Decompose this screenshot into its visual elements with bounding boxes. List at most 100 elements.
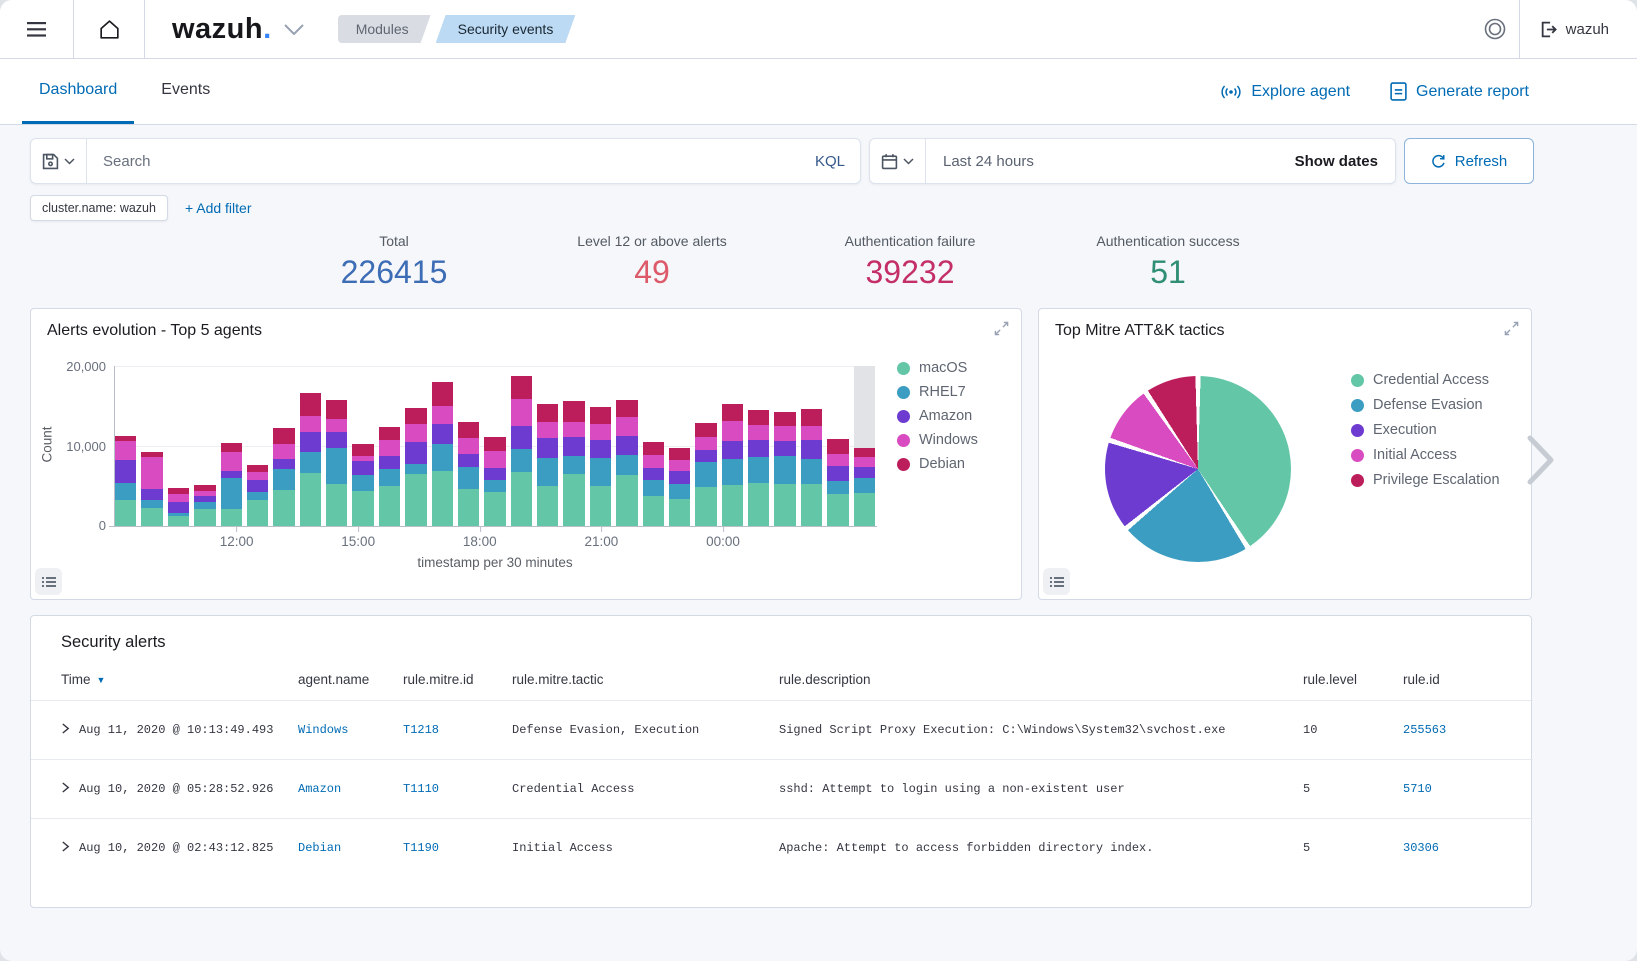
bar-bucket[interactable] bbox=[695, 366, 716, 526]
tab-events[interactable]: Events bbox=[144, 59, 227, 124]
legend-item[interactable]: RHEL7 bbox=[897, 384, 978, 400]
bar-segment-Debian bbox=[300, 393, 321, 415]
column-header-rule.mitre.id[interactable]: rule.mitre.id bbox=[395, 664, 504, 701]
agent-link[interactable]: Amazon bbox=[298, 782, 341, 796]
mitre-pie-chart[interactable] bbox=[1105, 376, 1291, 562]
legend-item[interactable]: Windows bbox=[897, 432, 978, 448]
rule-id-link[interactable]: 255563 bbox=[1403, 723, 1446, 737]
logo-chevron-down-icon[interactable] bbox=[284, 24, 304, 35]
bar-segment-Windows bbox=[247, 472, 268, 481]
bar-bucket[interactable] bbox=[405, 366, 426, 526]
bar-bucket[interactable] bbox=[748, 366, 769, 526]
bar-bucket[interactable] bbox=[273, 366, 294, 526]
bar-bucket[interactable] bbox=[643, 366, 664, 526]
bar-bucket[interactable] bbox=[563, 366, 584, 526]
bar-bucket[interactable] bbox=[669, 366, 690, 526]
column-header-rule.mitre.tactic[interactable]: rule.mitre.tactic bbox=[504, 664, 771, 701]
bar-bucket[interactable] bbox=[115, 366, 136, 526]
bar-bucket[interactable] bbox=[352, 366, 373, 526]
mitre-id-link[interactable]: T1110 bbox=[403, 782, 439, 796]
bar-bucket[interactable] bbox=[300, 366, 321, 526]
bar-bucket[interactable] bbox=[854, 366, 875, 526]
time-range-value[interactable]: Last 24 hours bbox=[926, 153, 1034, 170]
column-header-agent.name[interactable]: agent.name bbox=[290, 664, 395, 701]
search-input[interactable] bbox=[87, 139, 815, 183]
refresh-button[interactable]: Refresh bbox=[1404, 138, 1534, 184]
bar-bucket[interactable] bbox=[774, 366, 795, 526]
bar-bucket[interactable] bbox=[537, 366, 558, 526]
bar-bucket[interactable] bbox=[590, 366, 611, 526]
bar-bucket[interactable] bbox=[801, 366, 822, 526]
home-button[interactable] bbox=[74, 0, 145, 58]
row-expand-icon[interactable] bbox=[61, 841, 70, 852]
legend-dot bbox=[1351, 399, 1364, 412]
legend-label: Debian bbox=[919, 456, 965, 472]
bar-bucket[interactable] bbox=[458, 366, 479, 526]
generate-report-button[interactable]: Generate report bbox=[1390, 82, 1529, 101]
column-header-Time[interactable]: Time▼ bbox=[31, 664, 290, 701]
legend-item[interactable]: Privilege Escalation bbox=[1351, 472, 1500, 488]
rule-id-link[interactable]: 30306 bbox=[1403, 841, 1439, 855]
explore-agent-icon bbox=[1220, 84, 1242, 100]
panel-inspect-button[interactable] bbox=[1043, 568, 1070, 595]
legend-item[interactable]: Debian bbox=[897, 456, 978, 472]
bar-bucket[interactable] bbox=[827, 366, 848, 526]
bar-bucket[interactable] bbox=[432, 366, 453, 526]
legend-item[interactable]: Defense Evasion bbox=[1351, 397, 1500, 413]
column-header-rule.level[interactable]: rule.level bbox=[1295, 664, 1395, 701]
cluster-status-button[interactable] bbox=[1471, 0, 1519, 58]
bar-bucket[interactable] bbox=[511, 366, 532, 526]
add-filter-button[interactable]: + Add filter bbox=[185, 200, 252, 216]
legend-item[interactable]: Execution bbox=[1351, 422, 1500, 438]
bar-bucket[interactable] bbox=[247, 366, 268, 526]
panel-expand-icon[interactable] bbox=[994, 321, 1009, 336]
hamburger-menu-button[interactable] bbox=[0, 0, 74, 58]
column-header-rule.description[interactable]: rule.description bbox=[771, 664, 1295, 701]
column-header-rule.id[interactable]: rule.id bbox=[1395, 664, 1533, 701]
legend-item[interactable]: Amazon bbox=[897, 408, 978, 424]
row-expand-icon[interactable] bbox=[61, 782, 70, 793]
explore-agent-button[interactable]: Explore agent bbox=[1220, 83, 1350, 101]
agent-link[interactable]: Windows bbox=[298, 723, 348, 737]
legend-label: macOS bbox=[919, 360, 967, 376]
tab-dashboard[interactable]: Dashboard bbox=[22, 59, 134, 124]
bar-segment-RHEL7 bbox=[405, 464, 426, 474]
alert-row[interactable]: Aug 10, 2020 @ 05:28:52.926AmazonT1110Cr… bbox=[31, 760, 1533, 819]
bar-bucket[interactable] bbox=[221, 366, 242, 526]
mitre-id-link[interactable]: T1218 bbox=[403, 723, 439, 737]
column-header-label: agent.name bbox=[298, 672, 369, 687]
alert-row[interactable]: Aug 10, 2020 @ 02:43:12.825DebianT1190In… bbox=[31, 819, 1533, 878]
show-dates-button[interactable]: Show dates bbox=[1295, 153, 1395, 170]
bar-bucket[interactable] bbox=[616, 366, 637, 526]
wazuh-logo[interactable]: wazuh. bbox=[172, 13, 272, 46]
row-expand-icon[interactable] bbox=[61, 723, 70, 734]
kql-toggle[interactable]: KQL bbox=[815, 153, 860, 170]
bar-bucket[interactable] bbox=[722, 366, 743, 526]
bar-segment-Windows bbox=[115, 441, 136, 459]
carousel-next-button[interactable] bbox=[1526, 434, 1556, 486]
legend-item[interactable]: Credential Access bbox=[1351, 372, 1500, 388]
mitre-id-link[interactable]: T1190 bbox=[403, 841, 439, 855]
bar-bucket[interactable] bbox=[379, 366, 400, 526]
panel-inspect-button[interactable] bbox=[35, 568, 62, 595]
agent-link[interactable]: Debian bbox=[298, 841, 341, 855]
user-menu-button[interactable]: wazuh bbox=[1519, 0, 1637, 58]
saved-query-button[interactable] bbox=[31, 139, 87, 183]
column-header-label: rule.mitre.tactic bbox=[512, 672, 604, 687]
panel-expand-icon[interactable] bbox=[1504, 321, 1519, 336]
legend-item[interactable]: Initial Access bbox=[1351, 447, 1500, 463]
bar-bucket[interactable] bbox=[141, 366, 162, 526]
rule-id-link[interactable]: 5710 bbox=[1403, 782, 1432, 796]
bar-segment-macOS bbox=[537, 486, 558, 526]
calendar-button[interactable] bbox=[870, 139, 926, 183]
bar-bucket[interactable] bbox=[326, 366, 347, 526]
filter-pill-cluster-name[interactable]: cluster.name: wazuh bbox=[30, 195, 168, 221]
legend-item[interactable]: macOS bbox=[897, 360, 978, 376]
breadcrumb-modules[interactable]: Modules bbox=[338, 15, 431, 43]
breadcrumb-security-events[interactable]: Security events bbox=[436, 15, 576, 43]
bar-bucket[interactable] bbox=[194, 366, 215, 526]
bar-bucket[interactable] bbox=[168, 366, 189, 526]
cell-mitre-id: T1190 bbox=[395, 819, 504, 878]
bar-bucket[interactable] bbox=[484, 366, 505, 526]
alert-row[interactable]: Aug 11, 2020 @ 10:13:49.493WindowsT1218D… bbox=[31, 701, 1533, 760]
